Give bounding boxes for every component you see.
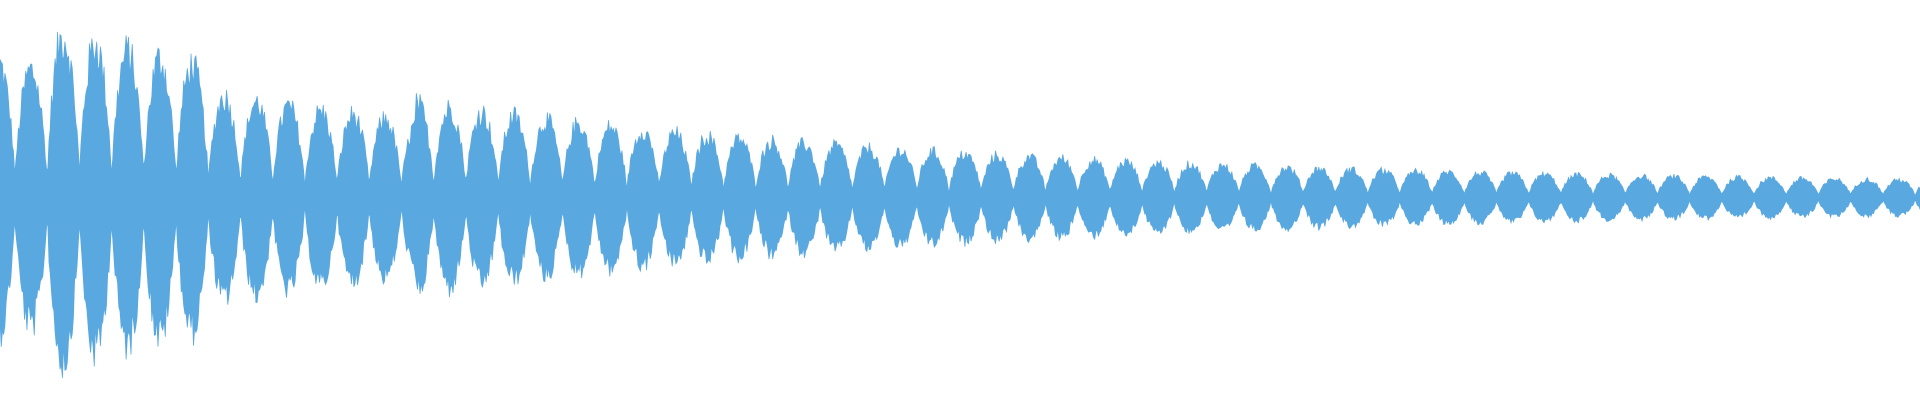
waveform — [0, 31, 1920, 378]
